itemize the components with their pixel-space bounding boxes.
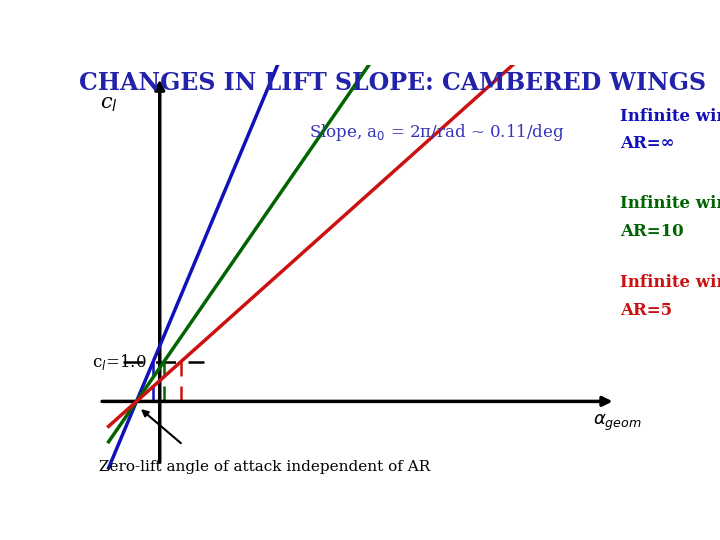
Text: AR=10: AR=10 [620,222,684,240]
Text: c$_l$: c$_l$ [99,95,117,114]
Text: Zero-lift angle of attack independent of AR: Zero-lift angle of attack independent of… [99,460,431,474]
Text: AR=∞: AR=∞ [620,136,675,152]
Text: CHANGES IN LIFT SLOPE: CAMBERED WINGS: CHANGES IN LIFT SLOPE: CAMBERED WINGS [78,71,706,94]
Text: Slope, a$_0$ = 2π/rad ~ 0.11/deg: Slope, a$_0$ = 2π/rad ~ 0.11/deg [309,122,564,143]
Text: c$_l$=1.0: c$_l$=1.0 [92,352,147,372]
Text: AR=5: AR=5 [620,302,672,319]
Text: $\alpha_{geom}$: $\alpha_{geom}$ [593,413,642,433]
Text: Infinite wing:: Infinite wing: [620,274,720,291]
Text: Infinite wing:: Infinite wing: [620,195,720,212]
Text: Infinite wing:: Infinite wing: [620,108,720,125]
